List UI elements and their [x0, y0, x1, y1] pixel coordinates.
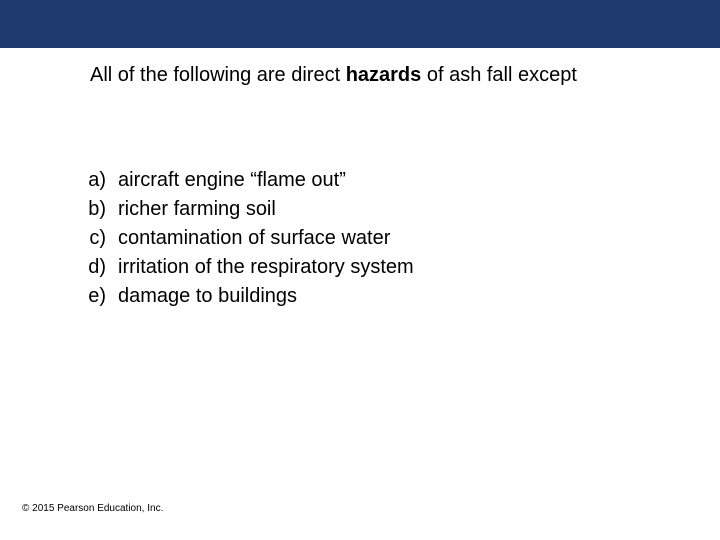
- option-row: b) richer farming soil: [82, 195, 720, 224]
- option-letter: e): [82, 282, 118, 311]
- question-prefix: All of the following are direct: [90, 64, 346, 86]
- option-letter: d): [82, 253, 118, 282]
- option-row: e) damage to buildings: [82, 282, 720, 311]
- option-text: irritation of the respiratory system: [118, 253, 720, 282]
- question-suffix: of ash fall except: [421, 64, 577, 86]
- question-text: All of the following are direct hazards …: [0, 48, 720, 88]
- option-text: richer farming soil: [118, 195, 720, 224]
- option-letter: a): [82, 166, 118, 195]
- option-row: c) contamination of surface water: [82, 224, 720, 253]
- option-text: aircraft engine “flame out”: [118, 166, 720, 195]
- header-bar: [0, 0, 720, 48]
- option-row: d) irritation of the respiratory system: [82, 253, 720, 282]
- options-list: a) aircraft engine “flame out” b) richer…: [0, 88, 720, 311]
- option-letter: c): [82, 224, 118, 253]
- copyright-text: © 2015 Pearson Education, Inc.: [22, 503, 163, 514]
- option-text: contamination of surface water: [118, 224, 720, 253]
- option-row: a) aircraft engine “flame out”: [82, 166, 720, 195]
- option-text: damage to buildings: [118, 282, 720, 311]
- question-bold: hazards: [346, 64, 422, 86]
- option-letter: b): [82, 195, 118, 224]
